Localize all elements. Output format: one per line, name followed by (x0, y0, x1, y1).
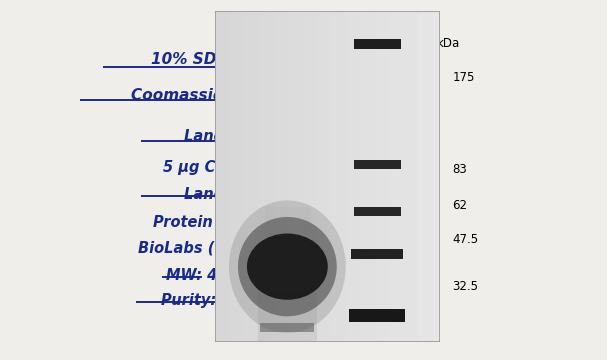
Ellipse shape (238, 217, 337, 316)
Bar (354, 160, 401, 168)
Text: 83: 83 (452, 163, 467, 176)
Text: 10% SDS-PAGE: 10% SDS-PAGE (151, 51, 278, 67)
Text: 5 μg Cofilin1: 5 μg Cofilin1 (163, 159, 266, 175)
Bar (354, 207, 401, 216)
Text: kDa: kDa (437, 37, 461, 50)
Text: Protein Marker: Protein Marker (153, 215, 276, 230)
Text: Lane 2:: Lane 2: (185, 187, 245, 202)
Bar (351, 249, 403, 259)
Bar (265, 207, 310, 240)
Text: 62: 62 (452, 199, 467, 212)
Ellipse shape (229, 201, 346, 333)
Text: Lane 1:: Lane 1: (185, 129, 245, 144)
Bar (258, 293, 317, 360)
Bar (354, 39, 401, 49)
Text: 32.5: 32.5 (452, 280, 478, 293)
Text: 47.5: 47.5 (452, 233, 478, 246)
Text: MW: 44 kDa: MW: 44 kDa (166, 268, 264, 283)
Ellipse shape (247, 234, 328, 300)
Bar (260, 323, 314, 332)
Text: Coomassie staining: Coomassie staining (131, 87, 298, 103)
Text: 175: 175 (452, 71, 475, 84)
Bar (349, 309, 405, 322)
Text: Purity: >90%: Purity: >90% (161, 293, 268, 308)
Text: BioLabs (#P7708L): BioLabs (#P7708L) (138, 240, 291, 255)
